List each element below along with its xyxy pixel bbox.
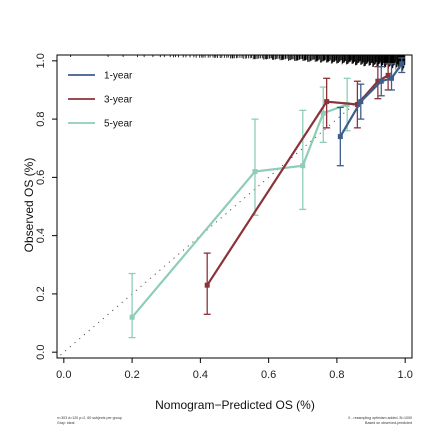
data-point [358, 99, 364, 105]
data-point [378, 78, 384, 84]
series-line [339, 63, 403, 138]
predicted-distribution-rug [70, 55, 406, 71]
ideal-reference-line [60, 60, 406, 356]
data-point [354, 102, 360, 108]
legend-label: 1-year [104, 71, 133, 82]
x-tick-label: 0.6 [261, 369, 276, 381]
series-line [131, 103, 348, 318]
y-axis-title: Observed OS (%) [22, 158, 36, 253]
footnote-right: X - resampling optimism added, B=1000Bas… [348, 416, 412, 425]
data-point [300, 163, 306, 169]
x-tick-label: 0.8 [329, 369, 344, 381]
data-point [389, 75, 395, 81]
y-tick-label: 0.0 [35, 345, 47, 360]
legend: 1-year 3-year 5-year [68, 71, 133, 130]
data-point [204, 282, 210, 288]
data-point [399, 61, 405, 67]
series-1-year [336, 57, 406, 167]
plot-area: 0.0 0.2 0.4 0.6 0.8 1.0 0.0 0.2 0.4 0.6 0.8 1.0 [35, 53, 413, 381]
x-tick-label: 0.2 [124, 369, 139, 381]
y-tick-label: 1.0 [35, 53, 47, 68]
x-tick-label: 0.0 [56, 369, 71, 381]
data-point [320, 110, 326, 116]
data-point [385, 72, 391, 78]
data-point [129, 314, 135, 320]
x-axis-title: Nomogram−Predicted OS (%) [155, 398, 315, 412]
legend-label: 5-year [104, 119, 133, 130]
y-tick-label: 0.4 [35, 228, 47, 243]
legend-label: 3-year [104, 95, 133, 106]
footnote-line: Gray: ideal [57, 421, 75, 425]
y-tick-label: 0.2 [35, 286, 47, 301]
series-3-year [203, 63, 392, 315]
y-tick-label: 0.6 [35, 170, 47, 185]
footnote-left: n=303 d=120 p=2, 60 subjects per groupGr… [57, 416, 122, 425]
data-point [337, 134, 343, 140]
data-point [375, 78, 381, 84]
footnote-line: Based on observed-predicted [365, 421, 412, 425]
x-tick-label: 1.0 [398, 369, 413, 381]
x-tick-label: 0.4 [193, 369, 208, 381]
y-tick-label: 0.8 [35, 111, 47, 126]
footnote-line: n=303 d=120 p=2, 60 subjects per group [57, 416, 122, 420]
footnote-line: X - resampling optimism added, B=1000 [348, 416, 412, 420]
data-point [324, 99, 330, 105]
data-point [252, 169, 258, 175]
